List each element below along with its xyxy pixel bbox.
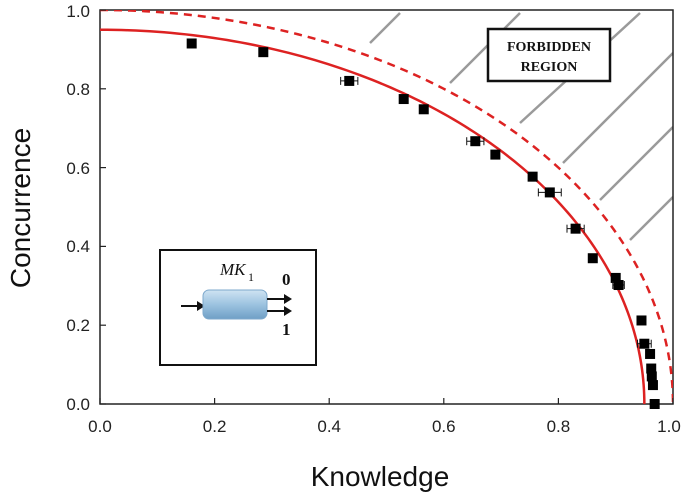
output-arrow-0-head bbox=[284, 294, 292, 304]
data-point bbox=[639, 338, 650, 349]
x-tick-label: 0.8 bbox=[547, 417, 571, 436]
hatch-line bbox=[369, 12, 401, 44]
hatch-line bbox=[562, 52, 673, 164]
y-tick-label: 0.0 bbox=[66, 395, 90, 414]
x-tick-label: 0.0 bbox=[88, 417, 112, 436]
dashed-bound-curve bbox=[100, 10, 673, 404]
axis-ticks bbox=[99, 9, 674, 405]
forbidden-label-box bbox=[486, 27, 612, 83]
x-tick-label: 1.0 bbox=[657, 417, 681, 436]
theory-curves bbox=[100, 10, 673, 404]
y-tick-label: 0.4 bbox=[66, 237, 90, 256]
data-point bbox=[587, 253, 598, 264]
device-symbol-subscript: 1 bbox=[248, 270, 254, 284]
device-symbol: MK bbox=[219, 260, 247, 279]
inset-device-box: MK 1 0 1 bbox=[159, 249, 317, 366]
forbidden-region-label: FORBIDDEN REGION bbox=[486, 27, 612, 83]
data-point bbox=[418, 104, 429, 115]
data-point bbox=[527, 171, 538, 182]
data-points bbox=[186, 38, 660, 409]
plot-frame bbox=[99, 9, 674, 405]
data-point bbox=[470, 136, 481, 147]
data-point bbox=[646, 363, 657, 374]
hatch-line bbox=[629, 196, 673, 241]
forbidden-label-line2: REGION bbox=[521, 60, 578, 75]
hatch-line bbox=[449, 12, 521, 84]
y-tick-label: 0.8 bbox=[66, 80, 90, 99]
input-arrow-head bbox=[197, 301, 205, 311]
data-point bbox=[344, 75, 355, 86]
beam-splitter-icon bbox=[202, 289, 268, 320]
data-point bbox=[613, 280, 624, 291]
y-tick-label: 0.2 bbox=[66, 316, 90, 335]
y-tick-label: 1.0 bbox=[66, 2, 90, 21]
data-point bbox=[649, 399, 660, 409]
data-point bbox=[646, 371, 657, 382]
data-point bbox=[647, 380, 658, 391]
output-arrow-1-head bbox=[284, 306, 292, 316]
y-axis-title: Concurrence bbox=[5, 128, 36, 288]
data-point bbox=[645, 348, 656, 359]
forbidden-label-line1: FORBIDDEN bbox=[507, 40, 591, 55]
data-point bbox=[186, 38, 197, 49]
x-tick-label: 0.4 bbox=[317, 417, 341, 436]
x-tick-labels: 0.0 0.2 0.4 0.6 0.8 1.0 bbox=[88, 417, 681, 436]
data-point bbox=[258, 47, 269, 58]
solid-bound-curve bbox=[100, 28, 646, 404]
data-point bbox=[490, 149, 501, 160]
output-label-0: 0 bbox=[282, 270, 291, 289]
data-point bbox=[610, 272, 621, 283]
hatch-line bbox=[599, 126, 673, 201]
data-point bbox=[570, 223, 581, 234]
data-point bbox=[544, 187, 555, 198]
y-tick-label: 0.6 bbox=[66, 159, 90, 178]
x-tick-label: 0.2 bbox=[203, 417, 227, 436]
data-point bbox=[636, 315, 647, 326]
y-tick-labels: 0.0 0.2 0.4 0.6 0.8 1.0 bbox=[66, 2, 90, 414]
x-axis-title: Knowledge bbox=[311, 461, 450, 492]
data-point bbox=[398, 94, 409, 105]
output-label-1: 1 bbox=[282, 320, 291, 339]
x-tick-label: 0.6 bbox=[432, 417, 456, 436]
